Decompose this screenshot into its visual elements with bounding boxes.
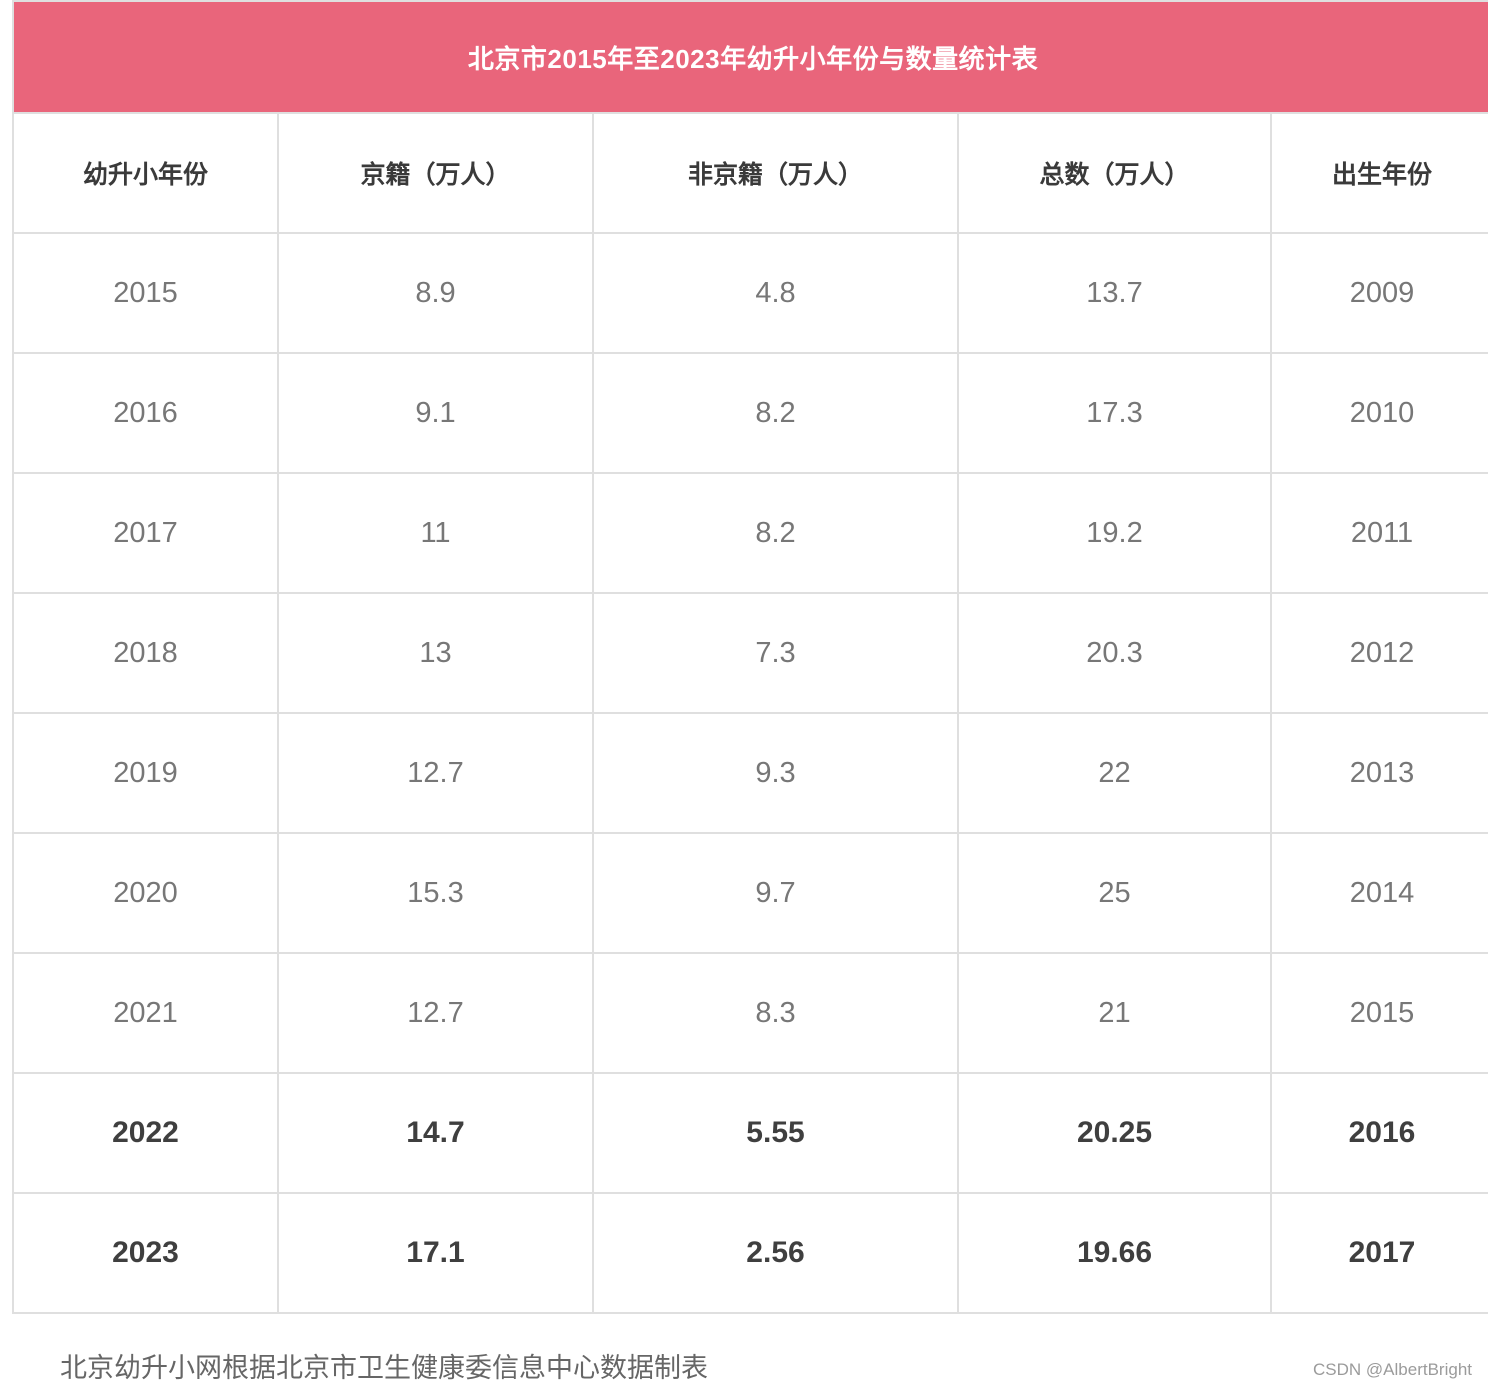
- cell-r5-c1: 15.3: [277, 832, 594, 954]
- cell-r5-c4: 2014: [1270, 832, 1488, 954]
- column-header-0: 幼升小年份: [12, 112, 279, 234]
- cell-r2-c3: 19.2: [957, 472, 1272, 594]
- cell-r7-c4: 2016: [1270, 1072, 1488, 1194]
- table-row-2023: 2023 17.1 2.56 19.66 2017: [12, 1192, 1488, 1314]
- cell-r1-c4: 2010: [1270, 352, 1488, 474]
- cell-r0-c1: 8.9: [277, 232, 594, 354]
- cell-r7-c3: 20.25: [957, 1072, 1272, 1194]
- column-header-row: 幼升小年份 京籍（万人） 非京籍（万人） 总数（万人） 出生年份: [12, 112, 1488, 234]
- column-header-4: 出生年份: [1270, 112, 1488, 234]
- cell-r1-c0: 2016: [12, 352, 279, 474]
- table-row-2021: 2021 12.7 8.3 21 2015: [12, 952, 1488, 1074]
- table-body: 2015 8.9 4.8 13.7 2009 2016 9.1 8.2 17.3 2010 2017…: [12, 232, 1488, 1314]
- table-row-2022: 2022 14.7 5.55 20.25 2016: [12, 1072, 1488, 1194]
- column-header-2: 非京籍（万人）: [592, 112, 959, 234]
- title-banner-row: 北京市2015年至2023年幼升小年份与数量统计表: [12, 0, 1488, 114]
- csdn-watermark: CSDN @AlbertBright: [1313, 1360, 1472, 1379]
- cell-r3-c3: 20.3: [957, 592, 1272, 714]
- cell-r6-c3: 21: [957, 952, 1272, 1074]
- cell-r0-c2: 4.8: [592, 232, 959, 354]
- table-row-2020: 2020 15.3 9.7 25 2014: [12, 832, 1488, 954]
- cell-r3-c4: 2012: [1270, 592, 1488, 714]
- cell-r7-c1: 14.7: [277, 1072, 594, 1194]
- cell-r2-c1: 11: [277, 472, 594, 594]
- cell-r4-c3: 22: [957, 712, 1272, 834]
- cell-r0-c0: 2015: [12, 232, 279, 354]
- cell-r4-c4: 2013: [1270, 712, 1488, 834]
- cell-r2-c0: 2017: [12, 472, 279, 594]
- cell-r5-c2: 9.7: [592, 832, 959, 954]
- statistics-table: 北京市2015年至2023年幼升小年份与数量统计表 幼升小年份 京籍（万人） 非京籍…: [12, 0, 1488, 1314]
- cell-r1-c1: 9.1: [277, 352, 594, 474]
- cell-r8-c3: 19.66: [957, 1192, 1272, 1314]
- cell-r7-c0: 2022: [12, 1072, 279, 1194]
- cell-r4-c0: 2019: [12, 712, 279, 834]
- column-header-3: 总数（万人）: [957, 112, 1272, 234]
- cell-r6-c0: 2021: [12, 952, 279, 1074]
- cell-r7-c2: 5.55: [592, 1072, 959, 1194]
- column-header-1: 京籍（万人）: [277, 112, 594, 234]
- cell-r4-c1: 12.7: [277, 712, 594, 834]
- cell-r3-c1: 13: [277, 592, 594, 714]
- cell-r6-c1: 12.7: [277, 952, 594, 1074]
- table-row-2019: 2019 12.7 9.3 22 2013: [12, 712, 1488, 834]
- cell-r0-c3: 13.7: [957, 232, 1272, 354]
- table-row-2017: 2017 11 8.2 19.2 2011: [12, 472, 1488, 594]
- source-note: 北京幼升小网根据北京市卫生健康委信息中心数据制表: [60, 1353, 708, 1383]
- cell-r5-c0: 2020: [12, 832, 279, 954]
- table-row-2015: 2015 8.9 4.8 13.7 2009: [12, 232, 1488, 354]
- table-title: 北京市2015年至2023年幼升小年份与数量统计表: [12, 0, 1488, 114]
- table-row-2016: 2016 9.1 8.2 17.3 2010: [12, 352, 1488, 474]
- cell-r2-c2: 8.2: [592, 472, 959, 594]
- cell-r3-c2: 7.3: [592, 592, 959, 714]
- cell-r6-c4: 2015: [1270, 952, 1488, 1074]
- cell-r8-c2: 2.56: [592, 1192, 959, 1314]
- cell-r1-c3: 17.3: [957, 352, 1272, 474]
- cell-r1-c2: 8.2: [592, 352, 959, 474]
- cell-r8-c1: 17.1: [277, 1192, 594, 1314]
- cell-r6-c2: 8.3: [592, 952, 959, 1074]
- cell-r2-c4: 2011: [1270, 472, 1488, 594]
- table-row-2018: 2018 13 7.3 20.3 2012: [12, 592, 1488, 714]
- cell-r8-c0: 2023: [12, 1192, 279, 1314]
- cell-r8-c4: 2017: [1270, 1192, 1488, 1314]
- statistics-table-container: 北京市2015年至2023年幼升小年份与数量统计表 幼升小年份 京籍（万人） 非京籍…: [12, 0, 1488, 1314]
- cell-r0-c4: 2009: [1270, 232, 1488, 354]
- cell-r3-c0: 2018: [12, 592, 279, 714]
- cell-r4-c2: 9.3: [592, 712, 959, 834]
- cell-r5-c3: 25: [957, 832, 1272, 954]
